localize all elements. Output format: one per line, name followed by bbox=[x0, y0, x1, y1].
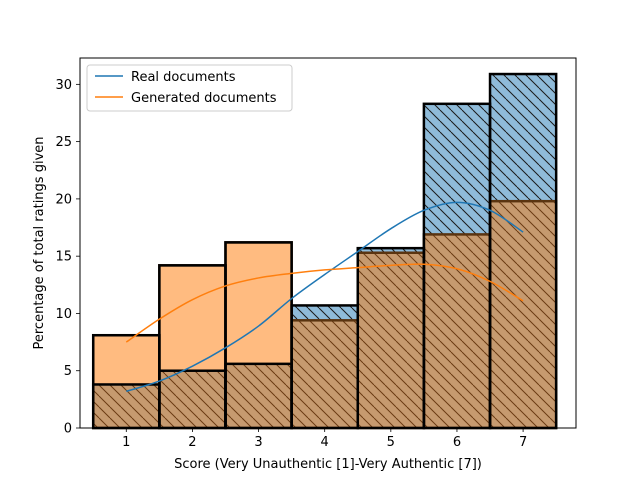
x-tick-label-4: 4 bbox=[321, 435, 329, 450]
legend: Real documents Generated documents bbox=[86, 64, 293, 112]
legend-box bbox=[86, 64, 293, 112]
y-tick-label-0: 0 bbox=[64, 422, 72, 437]
y-tick-label-25: 25 bbox=[55, 135, 72, 150]
x-tick-label-7: 7 bbox=[519, 435, 527, 450]
bar-overlap-hatch-7 bbox=[490, 201, 557, 428]
bar-overlap-hatch-6 bbox=[423, 234, 491, 428]
bar-overlap-hatch-1 bbox=[93, 384, 160, 428]
y-tick-label-20: 20 bbox=[55, 192, 72, 207]
y-axis-ticks: 0 5 10 15 20 25 30 bbox=[55, 78, 80, 437]
bar-upper-fill-1 bbox=[93, 335, 160, 385]
bar-overlap-hatch-2 bbox=[159, 370, 226, 428]
x-axis-ticks: 1 2 3 4 5 6 7 bbox=[122, 428, 527, 450]
kde-line-real bbox=[126, 201, 524, 393]
bar-overlap-hatch-5 bbox=[357, 252, 424, 428]
bar-upper-hatch-5 bbox=[357, 248, 424, 253]
bar-upper-hatch-6 bbox=[423, 103, 491, 235]
x-tick-label-2: 2 bbox=[188, 435, 196, 450]
bar-overlap-hatch-4 bbox=[291, 320, 358, 428]
bar-upper-fill-3 bbox=[225, 242, 292, 364]
x-tick-label-3: 3 bbox=[254, 435, 262, 450]
bar-upper-fill-2 bbox=[159, 265, 226, 371]
plot-area-frame bbox=[79, 57, 577, 429]
bars-layer bbox=[91, 72, 558, 430]
legend-label-generated: Generated documents bbox=[131, 91, 277, 106]
bar-upper-hatch-4 bbox=[291, 305, 358, 321]
kde-layer bbox=[125, 201, 524, 393]
x-axis-label: Score (Very Unauthentic [1]-Very Authent… bbox=[174, 457, 482, 472]
legend-label-real: Real documents bbox=[131, 70, 236, 85]
x-tick-label-6: 6 bbox=[453, 435, 461, 450]
x-tick-label-5: 5 bbox=[387, 435, 395, 450]
y-tick-label-5: 5 bbox=[64, 364, 72, 379]
bar-overlap-hatch-3 bbox=[225, 363, 292, 428]
bar-upper-hatch-7 bbox=[490, 74, 557, 202]
y-tick-label-30: 30 bbox=[55, 78, 72, 93]
y-tick-label-15: 15 bbox=[55, 250, 72, 265]
kde-line-generated bbox=[125, 263, 524, 343]
y-tick-label-10: 10 bbox=[55, 307, 72, 322]
y-axis-label: Percentage of total ratings given bbox=[32, 137, 47, 350]
x-tick-label-1: 1 bbox=[122, 435, 130, 450]
